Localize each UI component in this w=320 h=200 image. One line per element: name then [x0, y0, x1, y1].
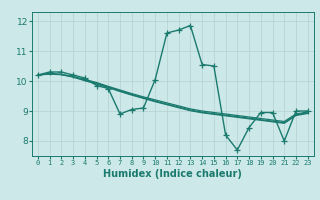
- X-axis label: Humidex (Indice chaleur): Humidex (Indice chaleur): [103, 169, 242, 179]
